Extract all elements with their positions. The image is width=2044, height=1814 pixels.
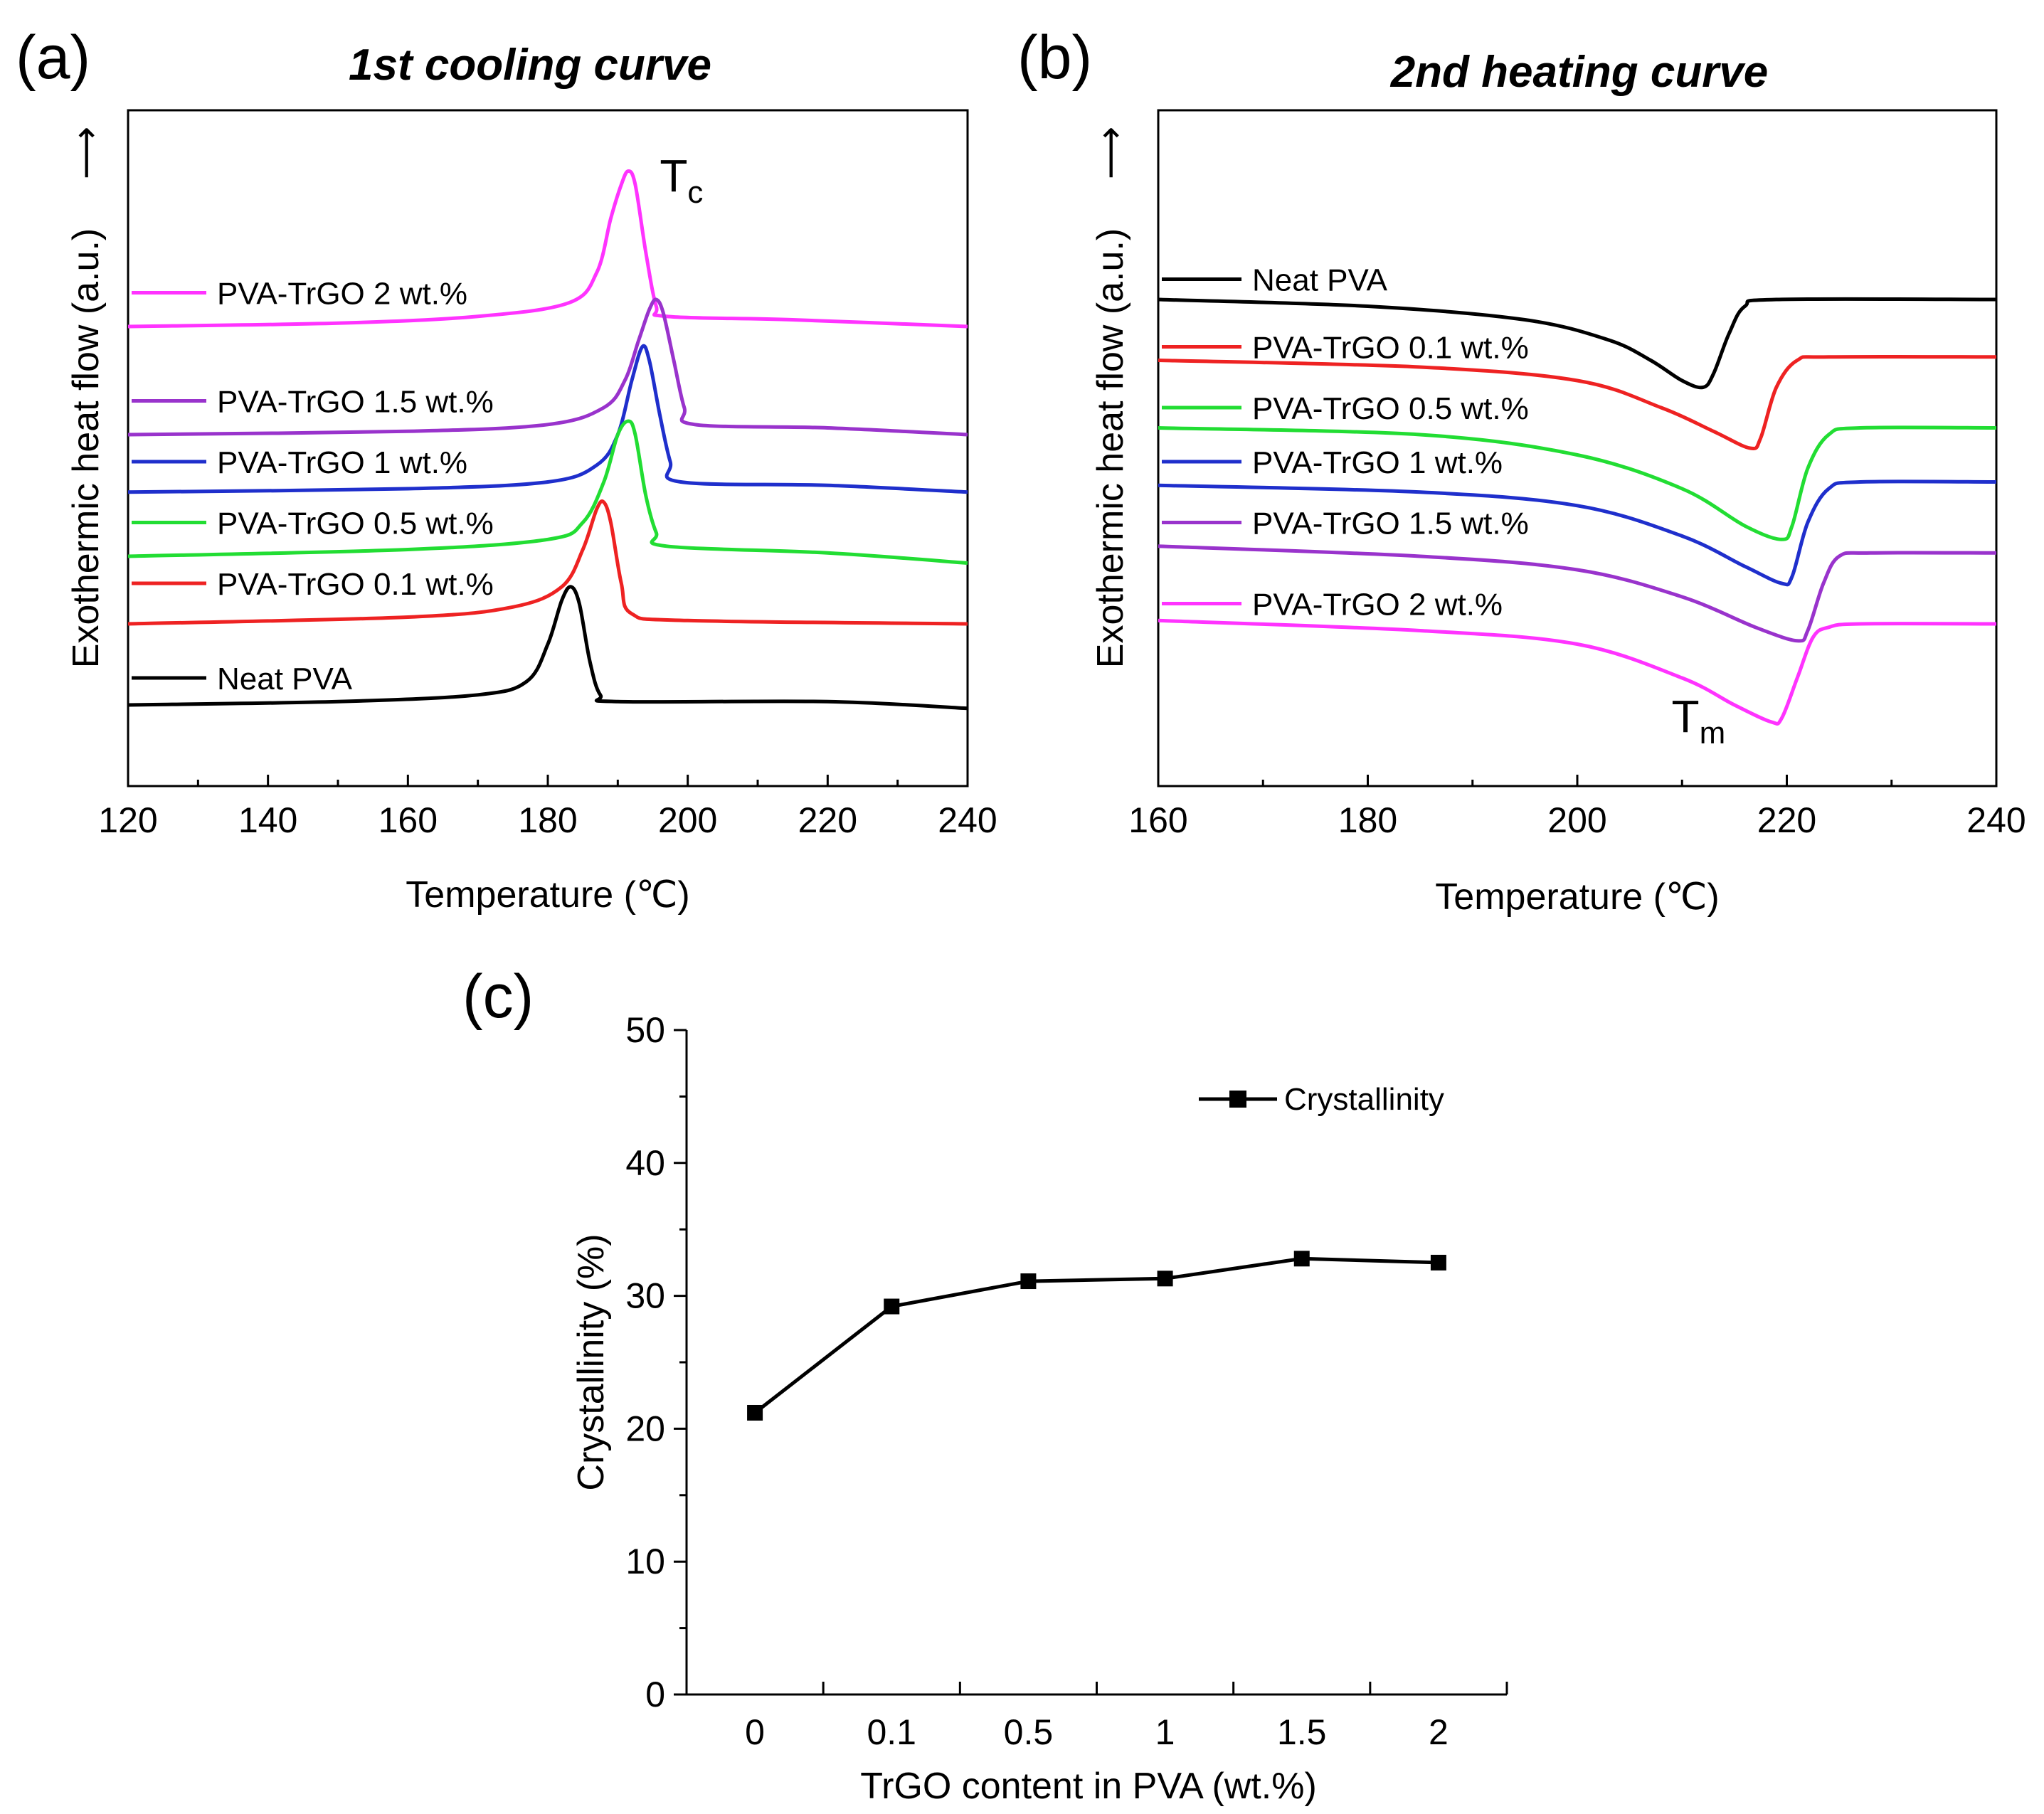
- a-series-line-2: [127, 344, 968, 494]
- panel-c-x-ticks: 0 0.1 0.5 1 1.5 2: [685, 1682, 1508, 1752]
- panel-b-heating-chart: (b) 2nd heating curve 160 180 200 220 240 Ne…: [1017, 23, 2026, 918]
- c-data-point-0: [747, 1404, 763, 1421]
- panel-b-letter: (b): [1017, 23, 1092, 92]
- c-data-point-1: [884, 1298, 900, 1315]
- panel-a-tc-annotation: Tc: [660, 150, 703, 210]
- c-y-tick-label: 0: [645, 1675, 665, 1714]
- a-legend-text-1: PVA-TrGO 1.5 wt.%: [217, 385, 494, 420]
- c-x-tick-label: 0.1: [867, 1712, 916, 1752]
- a-legend-text-4: PVA-TrGO 0.1 wt.%: [217, 567, 494, 602]
- a-legend-text-0: PVA-TrGO 2 wt.%: [217, 277, 467, 312]
- panel-a-legend: PVA-TrGO 2 wt.% PVA-TrGO 1.5 wt.% PVA-TrGO…: [132, 277, 494, 696]
- panel-b-y-axis-label: Exothermic heat flow (a.u.): [1090, 228, 1131, 668]
- c-data-point-3: [1157, 1271, 1173, 1287]
- a-x-tick-label: 180: [518, 800, 577, 840]
- b-x-tick-label: 200: [1547, 800, 1606, 840]
- panel-b-x-ticks: 160 180 200 220 240: [1128, 775, 2026, 840]
- b-series-line-5: [1158, 618, 1997, 726]
- panel-b-legend: Neat PVA PVA-TrGO 0.1 wt.% PVA-TrGO 0.5 wt…: [1162, 263, 1529, 622]
- b-legend-text-3: PVA-TrGO 1 wt.%: [1252, 445, 1503, 480]
- a-series-line-3: [127, 419, 968, 565]
- b-legend-text-1: PVA-TrGO 0.1 wt.%: [1252, 331, 1529, 366]
- b-x-tick-label: 160: [1128, 800, 1187, 840]
- c-data-point-4: [1293, 1251, 1310, 1267]
- panel-b-annotation-sub: m: [1700, 716, 1726, 750]
- panel-a-annotation-sub: c: [687, 175, 703, 210]
- b-series-line-2: [1158, 425, 1997, 541]
- c-data-point-5: [1430, 1254, 1446, 1271]
- a-x-tick-label: 200: [658, 800, 717, 840]
- panel-a-letter: (a): [16, 23, 90, 92]
- panel-a-y-arrow: ⟶: [65, 127, 107, 180]
- panel-c-legend: Crystallinity: [1199, 1082, 1444, 1117]
- a-legend-text-2: PVA-TrGO 1 wt.%: [217, 445, 467, 480]
- a-x-tick-label: 120: [98, 800, 157, 840]
- panel-c-x-axis-label: TrGO content in PVA (wt.%): [860, 1766, 1317, 1807]
- panel-c-legend-marker: [1229, 1091, 1246, 1108]
- panel-c-y-ticks: 0 10 20 30 40 50: [625, 1010, 687, 1714]
- b-series-line-0: [1158, 297, 1997, 390]
- a-x-tick-label: 220: [798, 800, 857, 840]
- panel-c-letter: (c): [462, 962, 534, 1031]
- c-x-tick-label: 0.5: [1004, 1712, 1054, 1752]
- c-x-tick-label: 2: [1429, 1712, 1449, 1752]
- panel-a-x-axis-label: Temperature (℃): [406, 874, 689, 916]
- panel-a-cooling-chart: (a) 1st cooling curve 120 140 160 180 200 220…: [16, 23, 997, 916]
- a-legend-text-3: PVA-TrGO 0.5 wt.%: [217, 506, 494, 541]
- panel-b-title: 2nd heating curve: [1390, 48, 1769, 97]
- panel-b-tm-annotation: Tm: [1672, 691, 1726, 750]
- b-legend-text-5: PVA-TrGO 2 wt.%: [1252, 588, 1503, 622]
- b-legend-text-0: Neat PVA: [1252, 263, 1388, 298]
- a-x-tick-label: 240: [938, 800, 997, 840]
- b-x-tick-label: 240: [1966, 800, 2026, 840]
- b-legend-text-2: PVA-TrGO 0.5 wt.%: [1252, 391, 1529, 426]
- a-x-tick-label: 160: [378, 800, 438, 840]
- c-y-tick-label: 30: [625, 1276, 665, 1316]
- panel-a-annotation-main: T: [660, 150, 687, 201]
- panel-a-x-ticks: 120 140 160 180 200 220 240: [98, 775, 997, 840]
- panel-a-series-group: [127, 169, 968, 711]
- panel-b-series-group: [1158, 297, 1997, 726]
- panel-b-annotation-main: T: [1672, 691, 1700, 742]
- a-series-line-5: [127, 585, 968, 711]
- a-series-line-0: [127, 169, 968, 329]
- panel-c-series-group: [747, 1251, 1446, 1421]
- c-y-tick-label: 50: [625, 1010, 665, 1050]
- b-series-line-1: [1158, 354, 1997, 450]
- b-x-tick-label: 220: [1757, 800, 1816, 840]
- panel-b-x-axis-label: Temperature (℃): [1435, 876, 1719, 918]
- b-series-line-3: [1158, 479, 1997, 587]
- c-y-tick-label: 40: [625, 1143, 665, 1183]
- panel-a-y-axis-label: Exothermic heat flow (a.u.): [65, 228, 107, 668]
- b-x-tick-label: 180: [1338, 800, 1397, 840]
- panel-c-y-axis-label: Crystallinity (%): [571, 1234, 612, 1490]
- panel-a-title: 1st cooling curve: [349, 41, 711, 90]
- a-legend-text-5: Neat PVA: [217, 662, 353, 696]
- panel-c-crystallinity-chart: (c) 0 10 20 30 40 50 0 0.1 0.5 1 1.5 2 Crystallini…: [462, 962, 1508, 1807]
- c-x-tick-label: 1.5: [1277, 1712, 1327, 1752]
- b-legend-text-4: PVA-TrGO 1.5 wt.%: [1252, 506, 1529, 541]
- a-series-line-1: [127, 297, 968, 437]
- b-series-line-4: [1158, 544, 1997, 643]
- a-series-line-4: [127, 499, 968, 626]
- c-x-tick-label: 0: [745, 1712, 765, 1752]
- c-x-tick-label: 1: [1155, 1712, 1175, 1752]
- c-y-tick-label: 20: [625, 1409, 665, 1448]
- panel-c-legend-text: Crystallinity: [1284, 1082, 1444, 1117]
- panel-b-y-arrow: ⟶: [1090, 127, 1131, 180]
- c-data-point-2: [1020, 1273, 1037, 1290]
- c-y-tick-label: 10: [625, 1542, 665, 1581]
- c-series-line: [753, 1256, 1439, 1414]
- a-x-tick-label: 140: [238, 800, 297, 840]
